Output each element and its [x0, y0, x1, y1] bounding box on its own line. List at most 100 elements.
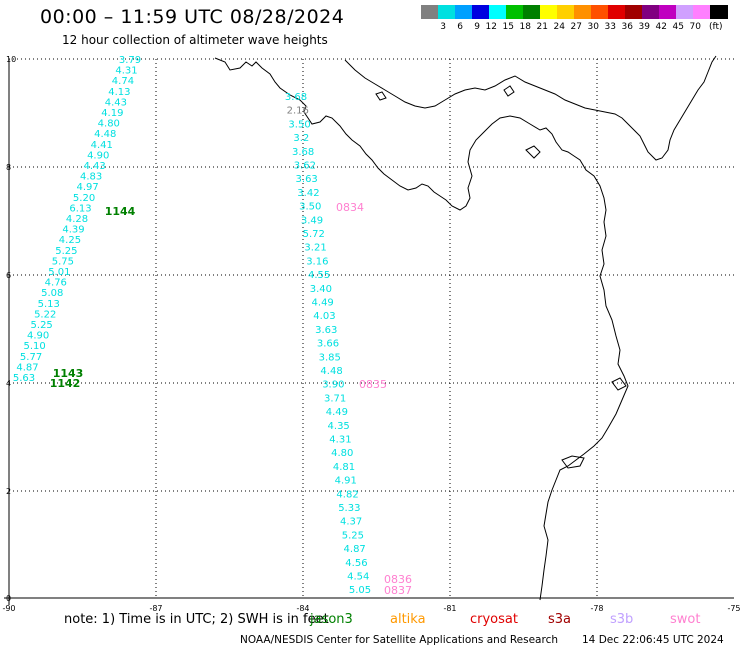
swh-label: 4.39: [62, 225, 84, 236]
swh-label: 4.25: [59, 235, 81, 246]
swh-label: 5.77: [20, 352, 42, 363]
swh-label: 4.41: [91, 140, 113, 151]
satellite-label-jason3: jason3: [310, 612, 353, 627]
lat-tick-label: 10: [6, 55, 16, 64]
swh-label: 4.43: [84, 161, 106, 172]
satellite-label-s3b: s3b: [610, 612, 634, 627]
scale-label: 21: [536, 22, 548, 32]
scale-swatch: [574, 5, 592, 19]
scale-swatch: [608, 5, 626, 19]
swh-label: 4.81: [333, 462, 355, 473]
swh-label: 5.22: [34, 309, 56, 320]
coastline-north: [344, 55, 717, 161]
swh-label: 4.74: [112, 76, 134, 87]
swh-label: 3.50: [299, 202, 321, 213]
lon-tick-label: -90: [2, 604, 15, 613]
swh-label: 3.50: [288, 119, 310, 130]
swh-label: 5.25: [55, 246, 77, 257]
swh-label: 5.63: [13, 373, 35, 384]
swh-label: 5.25: [342, 530, 364, 541]
scale-swatch: [506, 5, 524, 19]
swh-label: 3.40: [310, 284, 332, 295]
swh-label: 4.90: [87, 150, 109, 161]
scale-label: 15: [502, 22, 514, 32]
scale-swatch: [489, 5, 507, 19]
swh-label: 4.91: [335, 476, 357, 487]
lat-tick-label: 6: [6, 271, 11, 280]
swh-label: 3.21: [304, 243, 326, 254]
scale-label: 6: [457, 22, 463, 32]
scale-label: 30: [587, 22, 599, 32]
scale-label: 70: [689, 22, 701, 32]
swh-label: 3.49: [301, 215, 323, 226]
swot-pass-time: 0834: [336, 201, 364, 214]
scale-swatch: [710, 5, 728, 19]
island-3: [525, 145, 541, 159]
swh-label: 4.54: [347, 572, 369, 583]
satellite-label-altika: altika: [390, 612, 426, 627]
swh-label: 3.16: [306, 256, 328, 267]
lon-tick-label: -78: [590, 604, 603, 613]
lat-tick-label: 0: [6, 594, 11, 603]
swh-label: 4.87: [344, 544, 366, 555]
scale-swatch: [455, 5, 473, 19]
lon-tick-label: -75: [727, 604, 740, 613]
swh-label: 4.80: [331, 448, 353, 459]
swh-label: 4.43: [105, 97, 127, 108]
swh-label: 4.87: [16, 362, 38, 373]
swh-label: 4.82: [336, 489, 358, 500]
scale-swatch: [693, 5, 711, 19]
swh-label: 4.31: [115, 66, 137, 77]
scale-swatch: [472, 5, 490, 19]
scale-label: 9: [474, 22, 480, 32]
swh-label: 5.72: [303, 229, 325, 240]
scale-swatch: [659, 5, 677, 19]
swot-pass-time: 0836: [384, 573, 412, 586]
swh-label: 4.31: [329, 435, 351, 446]
scale-label: 12: [485, 22, 497, 32]
lat-tick-label: 2: [6, 487, 11, 496]
swh-label: 5.75: [52, 256, 74, 267]
altimeter-tracks: 3.794.314.744.134.434.194.804.484.414.90…: [13, 55, 371, 596]
scale-swatch: [591, 5, 609, 19]
swh-label: 5.20: [73, 193, 95, 204]
swh-label: 3.79: [119, 55, 141, 66]
swh-label: 4.28: [66, 214, 88, 225]
island-2: [503, 85, 515, 97]
swh-label: 5.13: [38, 299, 60, 310]
lon-tick-label: -87: [149, 604, 162, 613]
swh-label: 3.85: [319, 352, 341, 363]
credit-text: NOAA/NESDIS Center for Satellite Applica…: [240, 634, 558, 646]
swh-label: 3.2: [293, 133, 309, 144]
swh-label: 5.25: [31, 320, 53, 331]
scale-swatch: [676, 5, 694, 19]
satellite-label-cryosat: cryosat: [470, 612, 518, 627]
swh-label: 3.71: [324, 393, 346, 404]
jason-pass-time: 1143: [53, 367, 84, 380]
swh-label: 2.16: [287, 106, 309, 117]
scale-swatch: [625, 5, 643, 19]
scale-unit: (ft): [709, 22, 723, 32]
credit-date: 14 Dec 22:06:45 UTC 2024: [582, 634, 724, 646]
scale-label: 3: [440, 22, 446, 32]
swh-label: 3.68: [292, 147, 314, 158]
swh-label: 5.01: [48, 267, 70, 278]
scale-swatch: [523, 5, 541, 19]
lat-lon-grid: [9, 58, 734, 598]
lat-tick-label: 8: [6, 163, 11, 172]
swh-label: 4.35: [328, 421, 350, 432]
swh-label: 4.55: [308, 270, 330, 281]
map-subtitle: 12 hour collection of altimeter wave hei…: [62, 33, 328, 47]
scale-swatch: [642, 5, 660, 19]
island-1: [375, 91, 387, 101]
swh-label: 4.13: [108, 87, 130, 98]
swh-label: 4.48: [320, 366, 342, 377]
swh-label: 4.76: [45, 278, 67, 289]
swh-label: 5.10: [23, 341, 45, 352]
scale-label: 45: [672, 22, 684, 32]
swh-label: 3.42: [297, 188, 319, 199]
swh-label: 4.56: [345, 558, 367, 569]
scale-label: 36: [621, 22, 633, 32]
jason-pass-time: 1142: [50, 377, 81, 390]
